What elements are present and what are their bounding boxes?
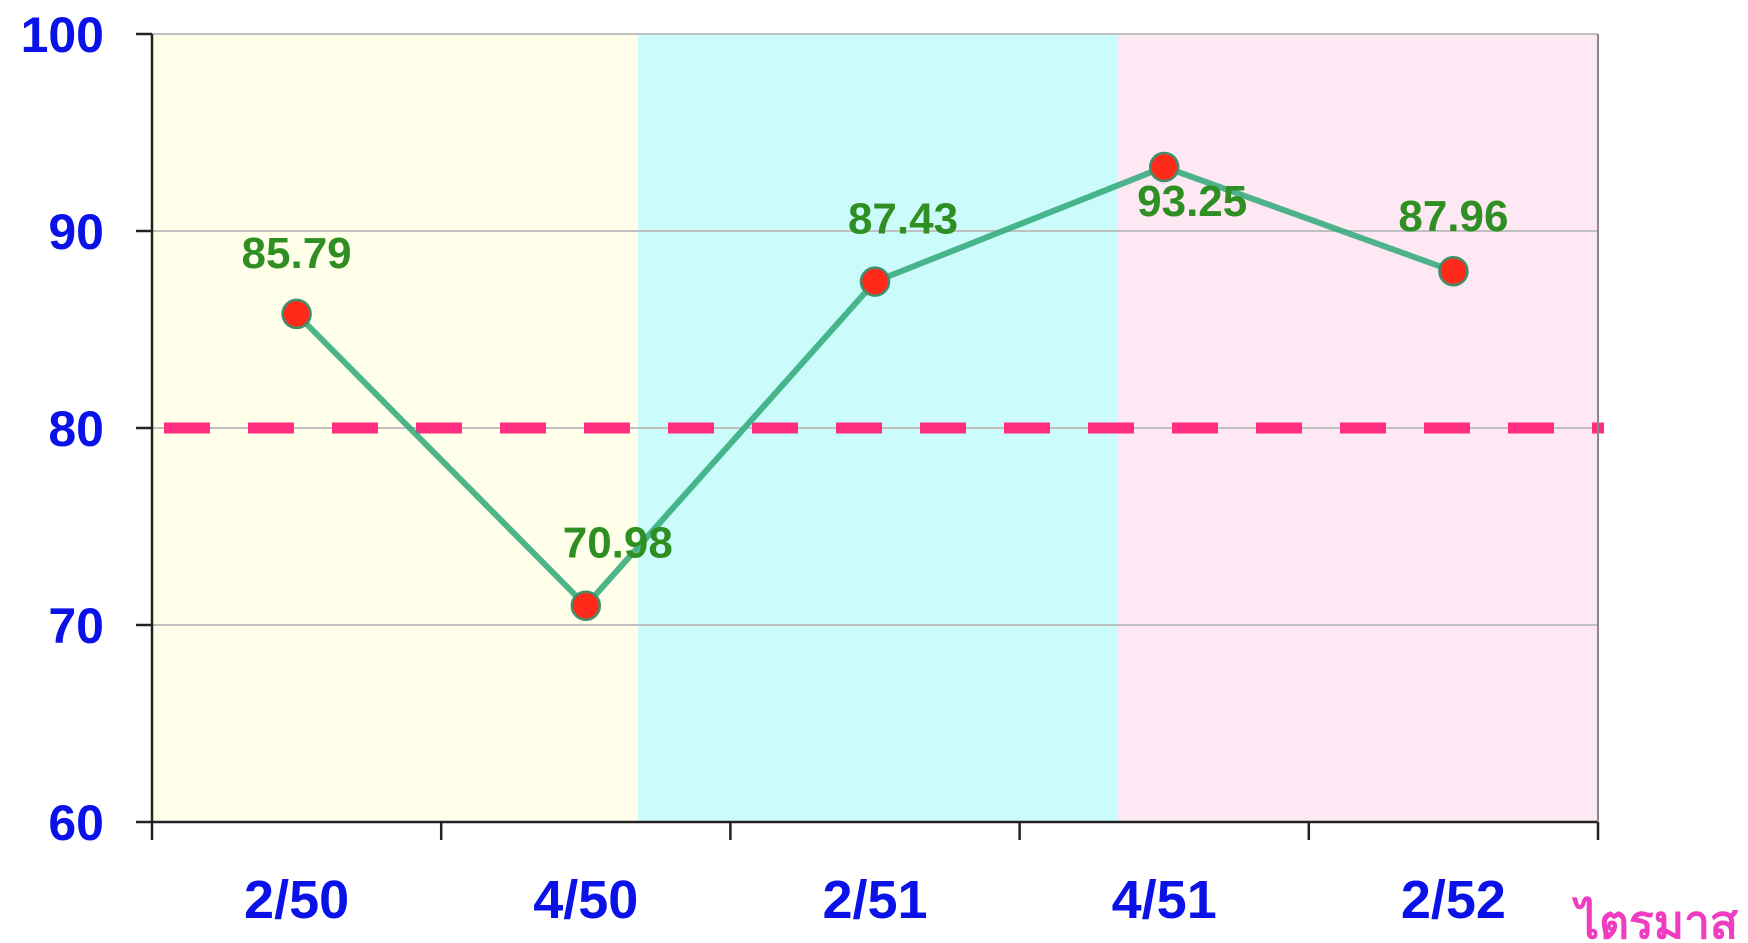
y-tick-label: 80	[48, 401, 104, 457]
y-tick-label: 60	[48, 795, 104, 851]
y-tick-label: 100	[21, 7, 104, 63]
data-label: 85.79	[242, 229, 352, 278]
data-label: 87.96	[1398, 192, 1508, 241]
series-group	[281, 151, 1469, 621]
gridlines	[152, 33, 1598, 626]
data-labels: 85.79 70.98 87.43 93.25 87.96	[242, 177, 1509, 568]
x-tick-label: 4/50	[533, 870, 638, 930]
data-label: 93.25	[1137, 177, 1247, 226]
data-label: 70.98	[563, 519, 673, 568]
data-point	[1438, 255, 1469, 287]
x-tick-label: 2/51	[822, 870, 927, 930]
x-tick-label: 2/50	[244, 870, 349, 930]
x-axis-title: ไตรมาส	[1571, 895, 1739, 943]
x-tick-label: 2/52	[1401, 870, 1506, 930]
data-point	[570, 590, 602, 621]
data-point	[859, 266, 891, 297]
data-point	[1148, 151, 1180, 183]
x-tick-labels: 2/50 4/50 2/51 4/51 2/52	[244, 870, 1506, 930]
data-point	[281, 298, 312, 330]
x-tick-label: 4/51	[1112, 870, 1217, 930]
data-label: 87.43	[848, 195, 958, 244]
y-tick-label: 70	[48, 598, 104, 654]
y-tick-label: 90	[48, 204, 104, 260]
y-tick-labels: 60 70 80 90 100	[21, 7, 104, 851]
axes	[136, 32, 1600, 840]
